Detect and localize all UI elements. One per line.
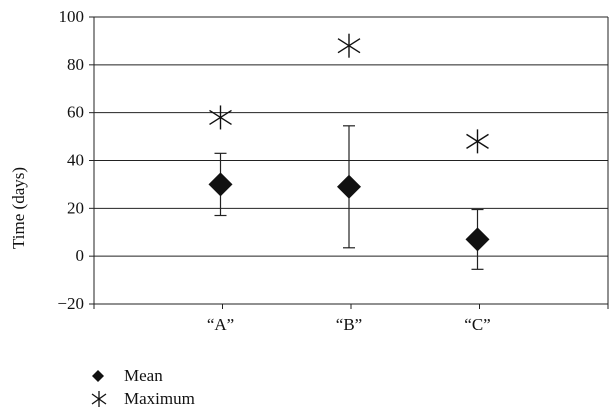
y-tick-label: 40 [67,151,84,170]
tick-labels: −20 0 20 40 60 80 100 “A” “B” “C” [57,7,490,334]
y-axis-label: Time (days) [9,167,28,249]
maximum-point [209,105,232,130]
y-tick-label: 60 [67,103,84,122]
maximum-point [466,129,489,154]
legend-item-maximum: Maximum [90,387,195,410]
x-tick-label: “B” [336,315,362,334]
x-tick-label: “A” [207,315,234,334]
y-tick-label: 20 [67,198,84,217]
asterisk-icon [90,390,124,408]
y-tick-label: −20 [57,294,84,313]
mean-point [337,174,361,199]
maximum-point [337,33,361,58]
gridlines [94,16,608,305]
x-tick-label: “C” [464,315,490,334]
legend-label-mean: Mean [124,366,163,385]
axes [89,16,609,309]
legend-label-maximum: Maximum [124,389,195,408]
y-tick-label: 0 [76,246,85,265]
mean-point [208,172,233,197]
y-tick-label: 80 [67,55,84,74]
legend-item-mean: Mean [90,364,195,387]
mean-point [465,227,490,252]
diamond-icon [90,368,124,384]
y-tick-label: 100 [59,7,85,26]
legend: Mean Maximum [90,364,195,410]
data-marks [208,33,490,252]
